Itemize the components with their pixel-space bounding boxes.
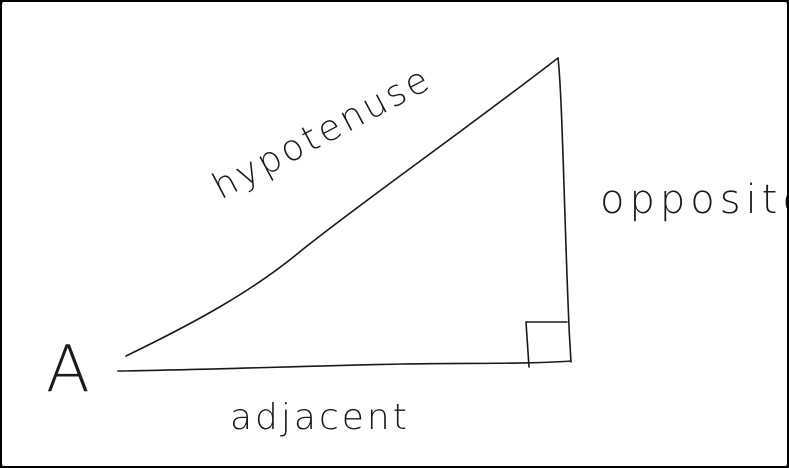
adjacent-label: adjacent bbox=[230, 397, 410, 438]
angle-a-label: A bbox=[46, 333, 92, 407]
opposite-line bbox=[557, 57, 572, 363]
adjacent-line bbox=[117, 360, 572, 372]
hypotenuse-line bbox=[125, 57, 559, 357]
opposite-label: opposite bbox=[600, 177, 787, 223]
right-angle-marker bbox=[525, 321, 568, 368]
